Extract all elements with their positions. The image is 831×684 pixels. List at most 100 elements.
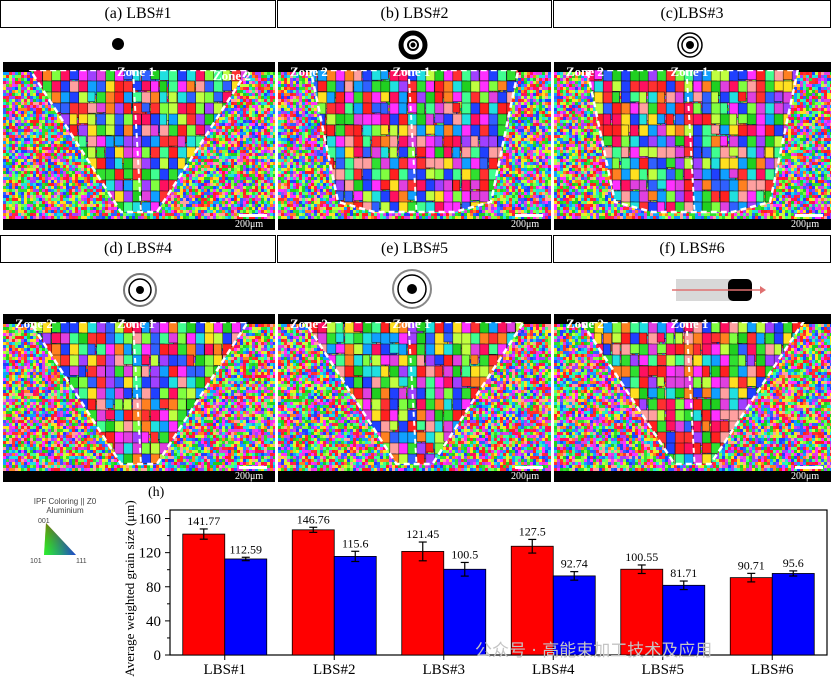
- ipf-corner-left: 101: [30, 558, 42, 565]
- bar-zone2: [662, 584, 706, 656]
- ipf-corner-right: 111: [76, 558, 87, 565]
- y-tick-label: 40: [146, 614, 161, 630]
- bottom-band: [554, 472, 831, 482]
- panel-label-e: (e) LBS#5: [277, 235, 552, 263]
- bar-zone2: [771, 573, 815, 656]
- zone-divider: [132, 321, 142, 465]
- zone1-label: Zone 1: [393, 64, 431, 79]
- micrograph-c: Zone 1 Zone 2 200μm: [554, 62, 831, 230]
- panel-label-a: (a) LBS#1: [0, 0, 276, 28]
- beam-large-ring-dot-icon: [392, 269, 432, 309]
- bar-value-label: 92.74: [561, 557, 588, 571]
- scale-bar: [239, 214, 267, 217]
- zone2-label: Zone 2: [566, 316, 604, 331]
- beam-ring-dot-icon: [123, 273, 157, 307]
- zone2-label: Zone 2: [213, 68, 251, 83]
- bar-value-label: 112.59: [229, 542, 262, 556]
- scale-bar: [795, 214, 823, 217]
- ipf-corner-top: 001: [38, 518, 50, 525]
- bar-zone1: [182, 533, 226, 656]
- watermark: 公众号 · 高能束加工技术及应用: [475, 641, 712, 661]
- beam-bar-arrow-icon: [672, 279, 766, 301]
- zone-divider: [407, 321, 418, 465]
- top-band: [278, 314, 551, 322]
- micrograph-a-svg: Zone 1 Zone 2 200μm: [3, 62, 275, 230]
- zone2-label: Zone 2: [566, 64, 604, 79]
- zone-divider: [685, 321, 696, 465]
- ipf-legend-material: Aluminium: [20, 506, 110, 515]
- bar-value-label: 81.71: [670, 566, 697, 580]
- scale-label: 200μm: [511, 219, 539, 230]
- panel-label-h: (h): [148, 485, 165, 500]
- x-tick-label: LBS#3: [422, 662, 465, 678]
- beam-thick-ring-icon: [398, 30, 428, 60]
- micrograph-a: Zone 1 Zone 2 200μm: [3, 62, 275, 230]
- bar-value-label: 100.55: [625, 550, 658, 564]
- micrograph-d-svg: Zone 1 Zone 2 200μm: [3, 314, 275, 482]
- micrograph-e: Zone 1 Zone 2 200μm: [278, 314, 551, 482]
- bar-zone2: [443, 568, 487, 656]
- scale-bar: [515, 466, 543, 469]
- bottom-band: [278, 472, 551, 482]
- x-tick-label: LBS#1: [203, 662, 246, 678]
- zone1-label: Zone 1: [117, 64, 155, 79]
- y-tick-label: 80: [146, 580, 161, 596]
- scale-bar: [515, 214, 543, 217]
- bar-zone1: [291, 529, 335, 656]
- bar-value-label: 121.45: [406, 527, 439, 541]
- bar-value-label: 146.76: [297, 512, 330, 526]
- bar-value-label: 95.6: [783, 556, 804, 570]
- zone1-label: Zone 1: [671, 316, 709, 331]
- y-tick-label: 0: [154, 648, 162, 664]
- bar-zone1: [729, 577, 773, 656]
- bar-value-label: 100.5: [451, 547, 478, 561]
- panel-label-c: (c)LBS#3: [553, 0, 831, 28]
- scale-bar: [795, 466, 823, 469]
- ipf-legend: IPF Coloring || Z0 Aluminium 001 101 111: [20, 497, 110, 569]
- micrograph-d: Zone 1 Zone 2 200μm: [3, 314, 275, 482]
- beam-double-ring-icon: [677, 32, 703, 58]
- top-band: [554, 62, 831, 70]
- scale-label: 200μm: [511, 471, 539, 482]
- micrograph-e-svg: Zone 1 Zone 2 200μm: [278, 314, 551, 482]
- micrograph-f-svg: Zone 1 Zone 2 200μm: [554, 314, 831, 482]
- top-band: [278, 62, 551, 70]
- zone-divider: [132, 69, 142, 213]
- zone1-label: Zone 1: [393, 316, 431, 331]
- ipf-triangle-icon: 001 101 111: [30, 518, 87, 565]
- scale-label: 200μm: [235, 219, 263, 230]
- y-axis-label: Average weighted grain size (μm): [122, 500, 137, 676]
- zone1-label: Zone 1: [117, 316, 155, 331]
- bottom-band: [3, 220, 275, 230]
- panel-label-d: (d) LBS#4: [0, 235, 276, 263]
- bottom-band: [278, 220, 551, 230]
- scale-label: 200μm: [235, 471, 263, 482]
- bar-zone2: [552, 575, 596, 656]
- bar-value-label: 127.5: [519, 524, 546, 538]
- bar-zone1: [510, 545, 554, 656]
- x-tick-label: LBS#5: [641, 662, 684, 678]
- zone-divider: [685, 69, 696, 213]
- zone2-label: Zone 2: [290, 64, 328, 79]
- panel-label-b: (b) LBS#2: [277, 0, 552, 28]
- zone-divider: [407, 69, 418, 213]
- beam-dot-icon: [112, 38, 124, 50]
- bar-zone2: [224, 558, 268, 656]
- micrograph-b-svg: Zone 1 Zone 2 200μm: [278, 62, 551, 230]
- top-band: [3, 314, 275, 322]
- micrograph-c-svg: Zone 1 Zone 2 200μm: [554, 62, 831, 230]
- ipf-legend-title: IPF Coloring || Z0: [20, 497, 110, 506]
- plot-frame: [169, 509, 828, 656]
- bar-zone1: [620, 568, 664, 656]
- zone2-label: Zone 2: [290, 316, 328, 331]
- scale-label: 200μm: [791, 219, 819, 230]
- scale-label: 200μm: [791, 471, 819, 482]
- panel-label-f: (f) LBS#6: [553, 235, 831, 263]
- top-band: [3, 62, 275, 70]
- bar-value-label: 90.71: [738, 558, 765, 572]
- bar-zone1: [401, 551, 445, 656]
- bottom-band: [554, 220, 831, 230]
- micrograph-f: Zone 1 Zone 2 200μm: [554, 314, 831, 482]
- fusion-boundary: [309, 68, 520, 214]
- bar-value-label: 115.6: [342, 536, 369, 550]
